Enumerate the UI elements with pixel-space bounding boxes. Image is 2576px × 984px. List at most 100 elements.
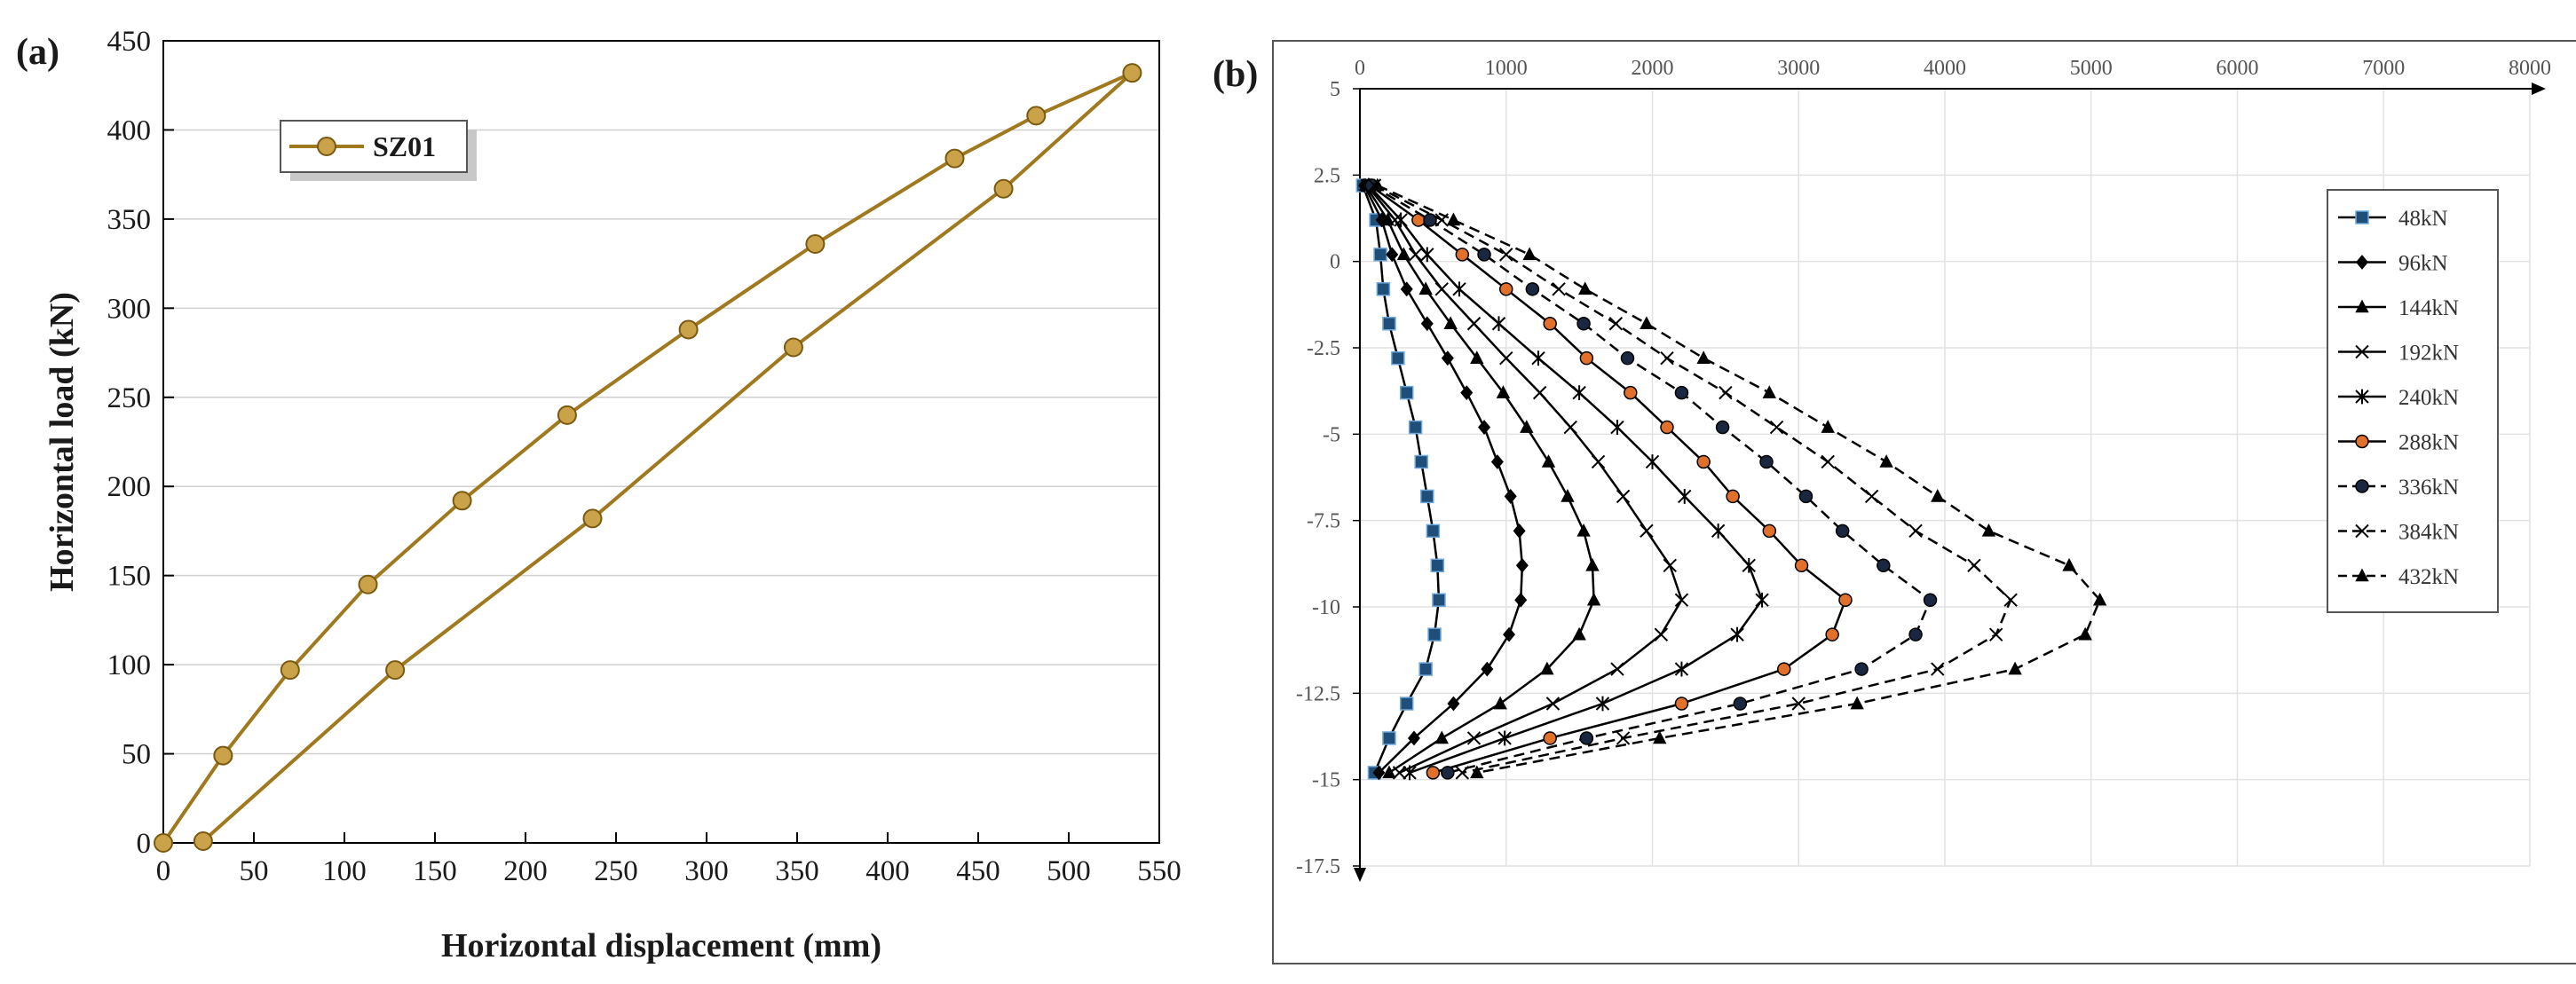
panel-b-data-point	[1850, 696, 1864, 710]
marker-star-shape	[1610, 420, 1624, 435]
panel-b-y-axis-arrow	[1354, 868, 1366, 882]
panel-b-legend-marker	[2355, 344, 2369, 359]
panel-b-x-tick-label: 8000	[2509, 57, 2551, 80]
panel-b-data-point	[1499, 282, 1513, 296]
panel-a-x-tick-label: 0	[156, 855, 171, 887]
marker-circle-shape	[1794, 558, 1809, 573]
panel-b-data-point	[1503, 626, 1516, 642]
marker-square-shape	[1382, 316, 1396, 331]
panel-b-data-point	[1400, 281, 1413, 297]
panel-b-y-tick-label: -17.5	[1296, 855, 1340, 878]
panel-b-series-432kN	[1371, 177, 2107, 779]
panel-b-data-point	[1514, 592, 1528, 608]
panel-b-data-point	[1578, 281, 1592, 295]
marker-x-shape	[1499, 350, 1513, 366]
panel-b-data-point	[1616, 731, 1631, 745]
panel-b-data-point	[1446, 212, 1461, 226]
panel-b-data-point	[1825, 627, 1839, 642]
marker-diamond-shape	[1441, 350, 1454, 366]
marker-circle-shape	[2355, 434, 2369, 449]
panel-b-legend-marker	[2356, 255, 2368, 270]
panel-b-data-point	[1610, 420, 1624, 435]
marker-circle-shape	[1762, 523, 1777, 539]
panel-b-y-tick-label: -5	[1323, 423, 1340, 446]
panel-b-data-point	[1441, 350, 1454, 366]
panel-b-data-point	[1591, 454, 1606, 469]
marker-triangle-shape	[2355, 568, 2369, 582]
panel-b-data-point	[1499, 350, 1513, 366]
panel-a-y-ticks: 0 50 100 150 200 250 300 350 400 450	[107, 26, 174, 860]
panel-b-data-point	[1541, 454, 1556, 468]
panel-b-data-point	[1931, 662, 1945, 676]
panel-a-y-tick-label: 400	[107, 114, 152, 146]
marker-diamond-shape	[1420, 316, 1434, 332]
panel-b-data-point	[1654, 627, 1669, 642]
panel-b-data-point	[1382, 316, 1396, 331]
panel-b-legend-label: 192kN	[2398, 342, 2459, 366]
panel-b-data-point	[1426, 523, 1441, 539]
panel-b-data-point	[1481, 661, 1494, 677]
marker-star-shape	[1674, 661, 1689, 677]
marker-circle-shape	[1696, 454, 1711, 469]
panel-b: (b) 0 1000 2000 3000 4000 5000 6000 7000 8000 5 2…	[1213, 40, 2576, 964]
panel-b-legend-label: 96kN	[2398, 252, 2448, 276]
panel-b-y-tick-label: -10	[1312, 596, 1340, 619]
panel-b-data-point	[1561, 489, 1575, 502]
panel-b-data-point	[1540, 661, 1554, 675]
panel-a-series-line	[162, 71, 1134, 845]
panel-b-data-point	[1586, 592, 1601, 606]
marker-star-shape	[1403, 765, 1417, 781]
panel-b-y-tick-label: -7.5	[1307, 510, 1340, 533]
panel-b-data-point	[1380, 212, 1395, 226]
panel-b-data-point	[1967, 558, 1981, 572]
panel-b-series-line	[1363, 185, 1524, 774]
marker-circle-shape	[1543, 316, 1557, 331]
panel-a-data-point	[805, 234, 826, 255]
marker-triangle-shape	[1696, 350, 1711, 364]
panel-b-x-tick-label: 2000	[1632, 57, 1674, 80]
panel-b-data-point	[1470, 765, 1484, 779]
panel-b-data-point	[1532, 385, 1547, 400]
marker-triangle-shape	[1396, 247, 1411, 261]
panel-b-data-point	[1908, 627, 1923, 642]
marker-triangle-shape	[1576, 523, 1591, 537]
marker-triangle-shape	[1371, 177, 1385, 192]
marker-square-shape	[1382, 731, 1396, 745]
marker-x-shape	[1640, 523, 1654, 539]
marker-diamond-shape	[2356, 255, 2368, 270]
marker-diamond-shape	[1504, 489, 1517, 504]
panel-b-data-point	[1491, 316, 1506, 332]
marker-triangle-shape	[1640, 316, 1654, 330]
panel-b-data-point	[1864, 489, 1879, 504]
panel-b-x-tick-label: 3000	[1777, 57, 1820, 80]
marker-x-shape	[1610, 662, 1624, 676]
panel-b-data-point	[1391, 350, 1405, 366]
panel-b-data-point	[1455, 248, 1470, 262]
marker-x-shape	[1392, 766, 1407, 780]
marker-triangle-shape	[1470, 350, 1484, 364]
panel-b-data-point	[1504, 489, 1517, 504]
marker-x-shape	[1967, 558, 1981, 572]
panel-b-data-point	[1854, 662, 1869, 676]
panel-b-data-point	[1394, 212, 1408, 228]
panel-b-series-48kN	[1355, 178, 1446, 780]
panel-b-data-point	[1434, 282, 1449, 296]
panel-b-data-point	[1399, 385, 1414, 400]
marker-star-shape	[1572, 385, 1586, 401]
marker-square-shape	[1399, 697, 1414, 711]
marker-x-shape	[1387, 213, 1403, 227]
marker-circle-shape	[1674, 385, 1689, 400]
panel-a-data-point	[280, 660, 300, 681]
marker-triangle-shape	[1540, 661, 1554, 675]
panel-b-data-point	[1418, 662, 1433, 676]
panel-b-data-point	[2092, 592, 2107, 606]
panel-b-data-point	[1730, 626, 1744, 642]
panel-b-series-336kN	[1364, 178, 1938, 780]
panel-b-data-point	[1522, 247, 1537, 261]
panel-a-y-tick-label: 350	[107, 204, 152, 236]
marker-triangle-shape	[1380, 212, 1395, 226]
panel-b-series-line	[1366, 185, 1683, 775]
panel-a-y-tick-label: 50	[122, 739, 151, 771]
marker-x-shape	[2355, 523, 2369, 539]
panel-b-data-point	[1387, 213, 1403, 227]
